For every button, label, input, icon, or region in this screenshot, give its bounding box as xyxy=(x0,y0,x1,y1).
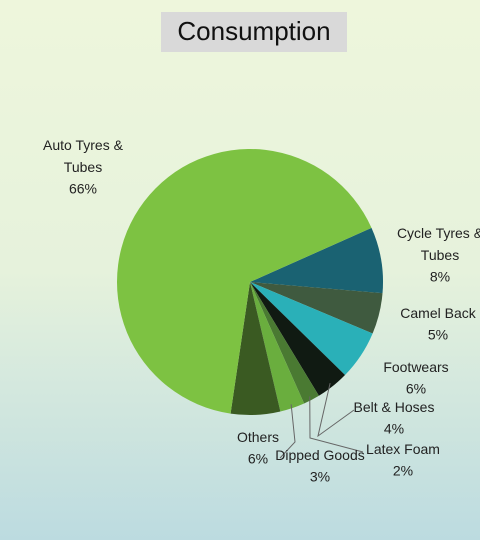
data-label: Belt & Hoses 4% xyxy=(354,399,435,437)
category-label: Latex Foam xyxy=(366,441,440,457)
value-label: 5% xyxy=(428,327,448,343)
data-label: Cycle Tyres & Tubes 8% xyxy=(397,225,480,285)
leader-line xyxy=(279,404,296,459)
data-label: Others 6% xyxy=(237,429,279,467)
leader-line xyxy=(309,396,364,453)
pie-slice xyxy=(250,282,319,404)
data-label: Dipped Goods 3% xyxy=(275,447,365,485)
value-label: 6% xyxy=(406,381,426,397)
data-label: Latex Foam 2% xyxy=(366,441,440,479)
pie-slice xyxy=(250,282,346,396)
pie-slice xyxy=(117,149,372,414)
category-label: Cycle Tyres & Tubes xyxy=(397,225,480,263)
category-label: Others xyxy=(237,429,279,445)
value-label: 4% xyxy=(384,421,404,437)
value-label: 2% xyxy=(393,463,413,479)
pie-slice xyxy=(250,282,373,376)
value-label: 66% xyxy=(69,181,97,197)
category-label: Auto Tyres & Tubes xyxy=(43,137,124,175)
pie-slice xyxy=(250,227,383,294)
category-label: Camel Back xyxy=(400,305,476,321)
value-label: 8% xyxy=(430,269,450,285)
category-label: Belt & Hoses xyxy=(354,399,435,415)
value-label: 6% xyxy=(248,451,268,467)
category-label: Dipped Goods xyxy=(275,447,365,463)
pie-slice xyxy=(230,282,281,415)
data-label: Camel Back 5% xyxy=(400,305,476,343)
data-label: Auto Tyres & Tubes 66% xyxy=(43,137,124,197)
category-label: Footwears xyxy=(383,359,448,375)
chart-title: Consumption xyxy=(177,16,330,46)
value-label: 3% xyxy=(310,469,330,485)
pie-slice xyxy=(250,282,383,334)
data-label: Footwears 6% xyxy=(383,359,448,397)
pie-slice xyxy=(250,282,305,412)
leader-line xyxy=(317,382,355,438)
title-box xyxy=(161,12,347,52)
